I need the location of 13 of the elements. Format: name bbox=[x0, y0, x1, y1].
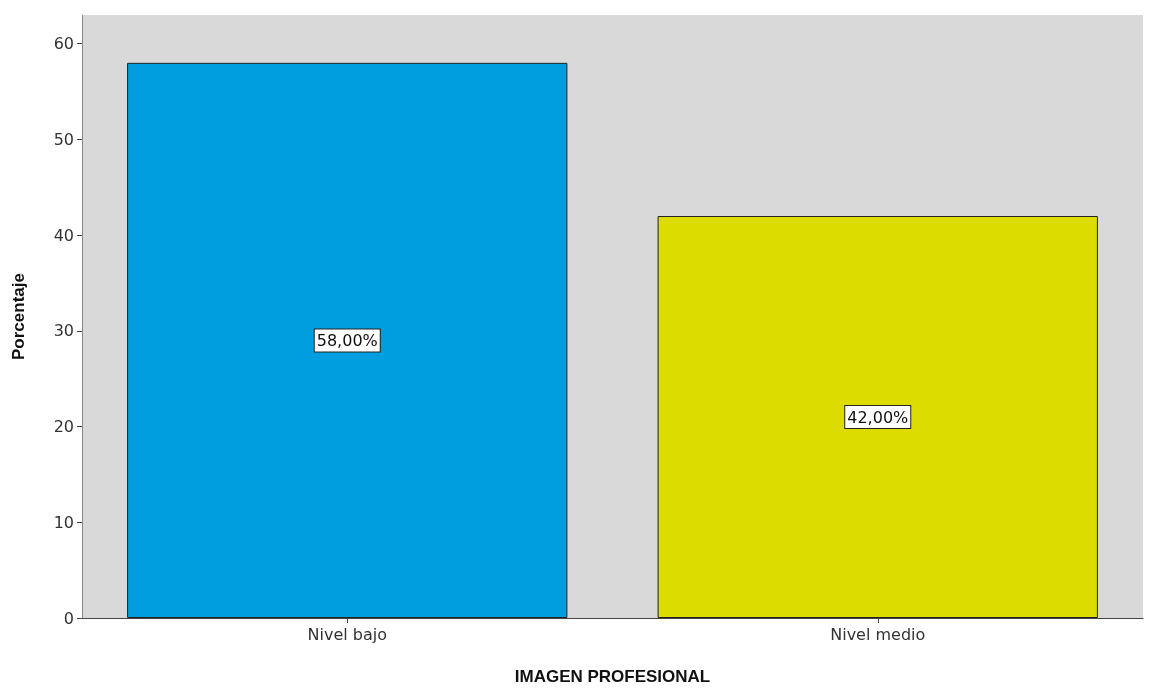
data-label: 58,00% bbox=[316, 330, 378, 350]
y-tick-label: 30 bbox=[53, 321, 74, 341]
y-tick-label: 40 bbox=[53, 225, 74, 245]
y-tick-label: 50 bbox=[53, 129, 74, 149]
y-tick-label: 20 bbox=[53, 417, 74, 437]
y-axis-title: Porcentaje bbox=[9, 273, 28, 360]
x-axis-title: IMAGEN PROFESIONAL bbox=[514, 667, 711, 686]
x-tick-label: Nivel medio bbox=[830, 624, 926, 644]
y-tick-label: 10 bbox=[53, 512, 74, 532]
data-label: 42,00% bbox=[847, 407, 909, 427]
y-tick-label: 0 bbox=[63, 608, 74, 628]
y-tick-label: 60 bbox=[53, 34, 74, 54]
x-tick-label: Nivel bajo bbox=[307, 624, 387, 644]
